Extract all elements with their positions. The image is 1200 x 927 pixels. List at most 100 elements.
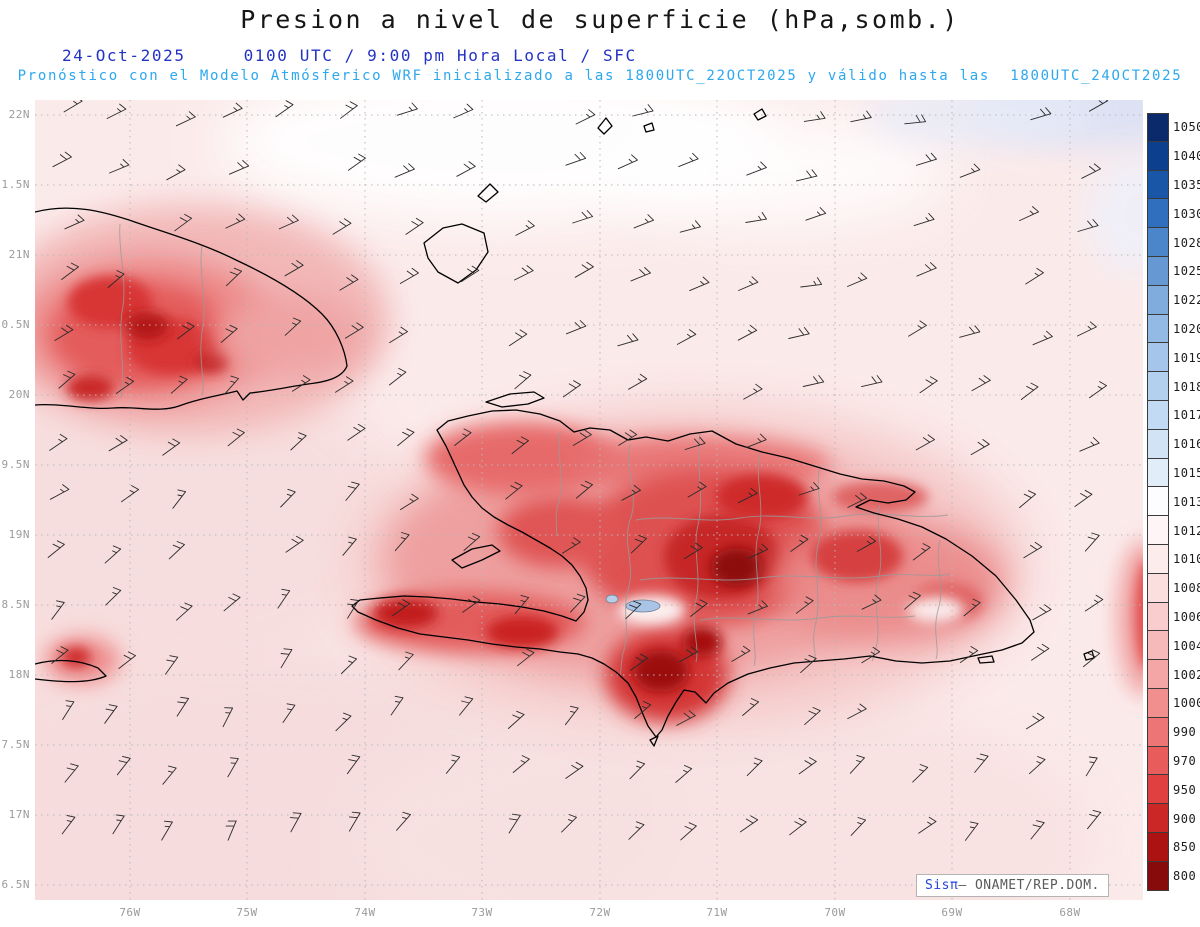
- colorbar-label: 1020: [1173, 321, 1200, 336]
- colorbar-swatch: [1147, 141, 1169, 171]
- wind-barb: [507, 710, 525, 729]
- colorbar-label: 1025: [1173, 264, 1200, 279]
- coast-cuba: [35, 207, 348, 410]
- wind-barb: [64, 214, 85, 230]
- wind-barb: [1074, 489, 1093, 507]
- wind-barb: [280, 648, 293, 669]
- wind-barb: [118, 651, 136, 669]
- wind-barb: [168, 541, 185, 560]
- wind-barb: [512, 755, 530, 773]
- wind-barb: [63, 100, 83, 113]
- colorbar-label: 1035: [1173, 177, 1200, 192]
- wind-barb: [963, 598, 981, 617]
- wind-barb: [344, 322, 364, 339]
- wind-barb: [514, 265, 534, 281]
- wind-barb: [788, 327, 810, 339]
- colorbar-entry: 1002: [1147, 660, 1200, 689]
- colorbar-swatch: [1147, 544, 1169, 574]
- coast-beata: [649, 735, 659, 747]
- wind-barb: [399, 267, 419, 284]
- wind-barb: [463, 532, 481, 551]
- wind-barb: [332, 218, 352, 235]
- wind-barb: [176, 696, 190, 717]
- wind-barb: [289, 812, 302, 833]
- wind-barb: [108, 435, 128, 452]
- wind-barb: [964, 821, 979, 841]
- coastlines: [35, 108, 1095, 747]
- colorbar-swatch: [1147, 746, 1169, 776]
- forecast-time: 0100 UTC / 9:00 pm Hora Local / SFC: [243, 46, 637, 65]
- wind-barb: [1025, 267, 1044, 285]
- wind-barb: [335, 376, 354, 393]
- wind-barb: [798, 757, 817, 775]
- colorbar-swatch: [1147, 660, 1169, 689]
- wind-barb: [166, 164, 186, 181]
- colorbar-label: 1019: [1173, 350, 1200, 365]
- wind-barb: [291, 375, 311, 392]
- wind-barb: [633, 214, 655, 229]
- colorbar-swatch: [1147, 199, 1169, 229]
- wind-barb: [462, 595, 481, 613]
- wind-barb: [227, 428, 245, 447]
- wind-barb: [850, 110, 872, 123]
- wind-barb: [565, 761, 584, 779]
- wind-barb: [687, 481, 707, 498]
- wind-barb: [224, 375, 239, 395]
- wind-barb: [861, 594, 882, 610]
- wind-barb: [908, 320, 927, 337]
- colorbar-swatch: [1147, 688, 1169, 718]
- wind-barb: [628, 373, 648, 390]
- colorbar-entry: 1030: [1147, 199, 1200, 229]
- wind-barb: [105, 587, 122, 606]
- wind-barb: [565, 152, 587, 166]
- wind-barb: [514, 371, 532, 390]
- coast-little-inagua: [477, 183, 499, 203]
- colorbar-label: 900: [1173, 811, 1197, 826]
- wind-barb: [225, 820, 237, 841]
- wind-barb: [397, 428, 415, 447]
- colorbar-swatch: [1147, 861, 1169, 891]
- wind-barb: [396, 811, 411, 831]
- lon-tick-label: 68W: [1059, 906, 1081, 919]
- wind-barb: [570, 593, 586, 613]
- wind-barb: [795, 596, 814, 614]
- colorbar-label: 1006: [1173, 609, 1200, 624]
- lat-tick-label: 6.5N: [1, 878, 30, 891]
- wind-barb: [847, 492, 868, 508]
- colorbar-entry: 800: [1147, 861, 1200, 891]
- wind-barb: [508, 329, 528, 347]
- lat-tick-label: 17N: [8, 808, 30, 821]
- wind-barb: [398, 651, 414, 671]
- wind-barb: [275, 100, 294, 118]
- wind-barb: [177, 322, 195, 340]
- colorbar-label: 1017: [1173, 408, 1200, 423]
- colorbar-label: 1050: [1173, 120, 1200, 135]
- colorbar-swatch: [1147, 314, 1169, 344]
- wind-barb: [1019, 490, 1037, 509]
- wind-barb: [737, 487, 758, 504]
- wind-barb: [746, 757, 763, 777]
- colorbar-label: 1022: [1173, 293, 1200, 308]
- wind-barb: [335, 712, 352, 732]
- wind-barb: [348, 811, 361, 832]
- wind-barb: [628, 821, 645, 840]
- wind-barb: [1083, 649, 1101, 668]
- wind-barb: [165, 655, 179, 675]
- wind-barb: [345, 481, 360, 501]
- coast-great-inagua: [423, 223, 489, 284]
- colorbar-swatch: [1147, 400, 1169, 430]
- wind-barb: [394, 163, 415, 178]
- wind-barb: [396, 102, 418, 116]
- colorbar-label: 1013: [1173, 494, 1200, 509]
- colorbar-label: 1008: [1173, 581, 1200, 596]
- lon-tick-label: 73W: [471, 906, 493, 919]
- wind-barb: [161, 820, 173, 841]
- wind-barb: [798, 482, 820, 496]
- pressure-colorbar: 1050 1040 1035 1030 1028 1025 1022 1020 1019 1018…: [1147, 113, 1200, 891]
- wind-barb: [515, 220, 535, 236]
- wind-barb: [861, 646, 881, 664]
- wind-barb: [405, 217, 424, 235]
- wind-barb: [347, 423, 366, 441]
- lat-tick-label: 8.5N: [1, 598, 30, 611]
- wind-barb: [575, 109, 596, 125]
